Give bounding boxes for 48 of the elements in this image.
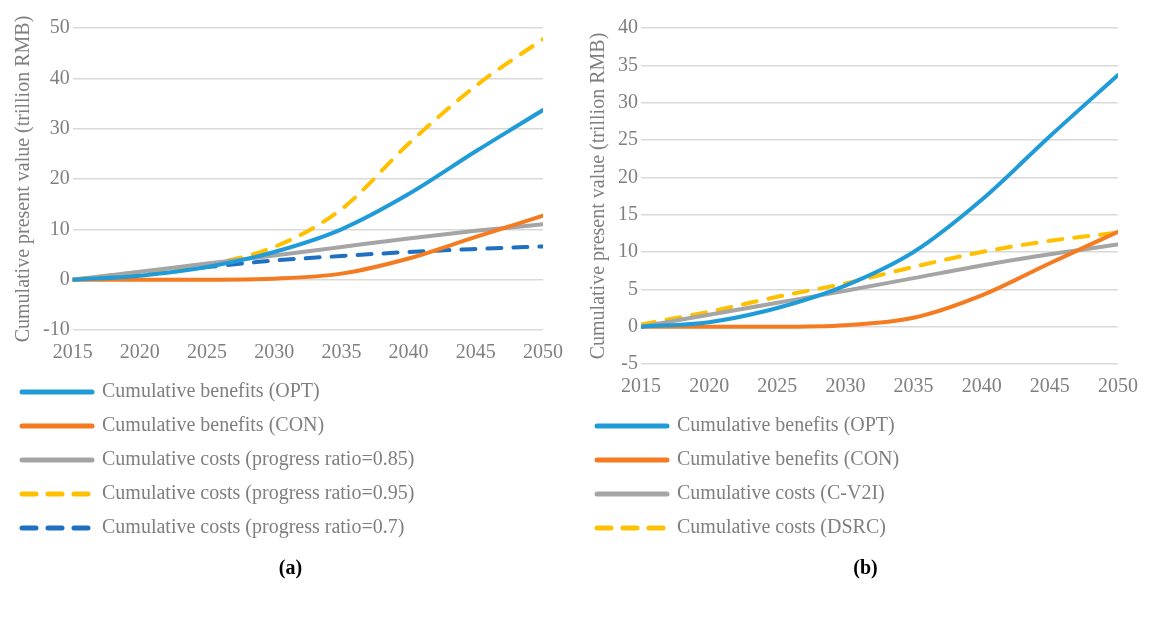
legend-label: Cumulative costs (progress ratio=0.85) — [102, 447, 415, 471]
line-series — [72, 108, 543, 282]
y-tick-label: -5 — [621, 351, 638, 374]
legend-label: Cumulative benefits (OPT) — [677, 413, 895, 437]
x-tick-label: 2015 — [52, 340, 93, 363]
line-series — [641, 73, 1118, 329]
text: (b) — [853, 556, 878, 579]
x-tick-label: 2050 — [1098, 374, 1138, 397]
legend-label: Cumulative costs (progress ratio=0.95) — [102, 481, 415, 505]
y-tick-label: 30 — [618, 89, 638, 112]
y-tick-label: -10 — [42, 317, 70, 340]
y-tick-label: 50 — [49, 15, 70, 38]
x-tick-label: 2045 — [455, 340, 496, 363]
y-tick-label: 0 — [59, 266, 70, 289]
x-tick-label: 2035 — [893, 374, 934, 397]
y-tick-label: 10 — [618, 239, 638, 262]
legend-label: Cumulative benefits (CON) — [102, 413, 325, 437]
x-tick-label: 2030 — [254, 340, 295, 363]
y-tick-label: 20 — [618, 164, 638, 187]
x-tick-label: 2025 — [757, 374, 798, 397]
y-tick-label: 35 — [618, 52, 638, 75]
x-tick-label: 2050 — [523, 340, 563, 363]
y-tick-label: 25 — [618, 127, 638, 150]
x-tick-label: 2035 — [321, 340, 362, 363]
y-axis-title: Cumulative present value (trillion RMB) — [11, 15, 35, 343]
x-tick-label: 2025 — [187, 340, 228, 363]
legend-label: Cumulative benefits (CON) — [677, 447, 900, 471]
y-tick-label: 30 — [49, 115, 70, 138]
text: (a) — [278, 556, 303, 579]
y-tick-label: 40 — [618, 15, 638, 38]
legend-label: Cumulative benefits (OPT) — [102, 379, 320, 403]
x-tick-label: 2040 — [961, 374, 1002, 397]
y-tick-label: 40 — [49, 65, 70, 88]
legend-label: Cumulative costs (C-V2I) — [677, 481, 885, 505]
x-tick-label: 2020 — [119, 340, 160, 363]
y-tick-label: 10 — [49, 216, 70, 239]
x-tick-label: 2020 — [689, 374, 730, 397]
y-tick-label: 20 — [49, 166, 70, 189]
x-tick-label: 2030 — [825, 374, 866, 397]
y-axis-title: Cumulative present value (trillion RMB) — [586, 32, 610, 360]
legend-label: Cumulative costs (DSRC) — [677, 515, 886, 539]
y-tick-label: 0 — [628, 313, 638, 336]
legend-label: Cumulative costs (progress ratio=0.7) — [102, 515, 405, 539]
y-tick-label: 5 — [628, 276, 638, 299]
x-tick-label: 2045 — [1029, 374, 1070, 397]
x-tick-label: 2015 — [621, 374, 661, 397]
x-tick-label: 2040 — [388, 340, 429, 363]
y-tick-label: 15 — [618, 201, 638, 224]
